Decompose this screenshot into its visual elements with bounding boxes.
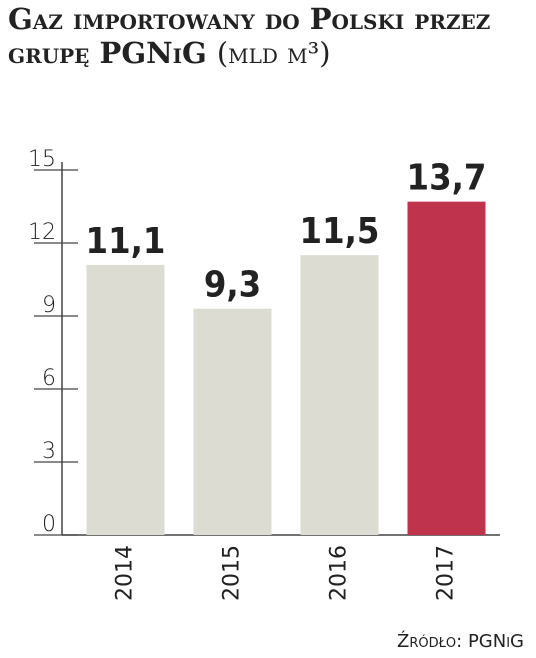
x-tick-label: 2017 [434,545,459,601]
x-tick-label: 2016 [327,545,352,601]
bar [300,255,379,535]
value-label: 13,7 [407,158,487,199]
x-tick-label: 2015 [220,545,245,601]
source: Źródło: PGNiG [397,630,524,652]
y-tick-label: 6 [42,366,56,391]
x-tick-label: 2014 [113,545,138,601]
bar [193,308,272,535]
y-tick-label: 0 [42,512,56,537]
chart-title-block: Gaz importowany do Polski przez grupę PG… [8,2,508,70]
value-label: 11,1 [86,221,166,262]
y-tick-label: 9 [42,293,56,318]
value-label: 9,3 [204,265,261,306]
bar [407,201,486,535]
bar [86,264,165,535]
value-label: 11,5 [300,211,380,252]
unit: (mld m³) [216,36,331,70]
chart-title: Gaz importowany do Polski przez grupę PG… [8,2,491,70]
y-tick-label: 3 [42,439,56,464]
y-tick-label: 15 [28,147,56,172]
y-tick-label: 12 [28,220,56,245]
